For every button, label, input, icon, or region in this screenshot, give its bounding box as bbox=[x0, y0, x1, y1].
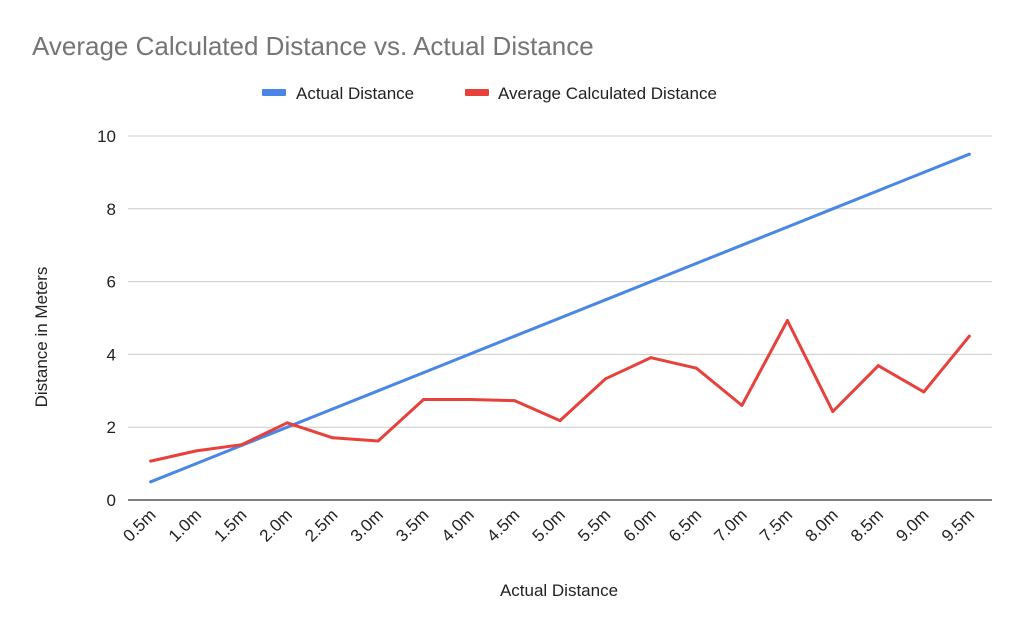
data-point bbox=[149, 480, 153, 484]
x-tick-label: 7.5m bbox=[756, 505, 796, 545]
x-tick-label: 2.5m bbox=[301, 505, 341, 545]
data-point bbox=[694, 366, 698, 370]
gridlines bbox=[128, 135, 992, 501]
data-point bbox=[740, 403, 744, 407]
y-tick-label: 8 bbox=[107, 200, 116, 219]
data-point bbox=[740, 243, 744, 247]
chart-title: Average Calculated Distance vs. Actual D… bbox=[32, 31, 594, 61]
data-point bbox=[785, 225, 789, 229]
y-tick-label: 4 bbox=[107, 345, 116, 364]
data-point bbox=[285, 425, 289, 429]
x-tick-label: 1.0m bbox=[165, 505, 205, 545]
data-point bbox=[831, 410, 835, 414]
x-tick-label: 6.5m bbox=[665, 505, 705, 545]
data-point bbox=[558, 316, 562, 320]
x-tick-label: 6.0m bbox=[620, 505, 660, 545]
data-point bbox=[422, 371, 426, 375]
data-point bbox=[603, 298, 607, 302]
data-point bbox=[285, 421, 289, 425]
x-tick-label: 2.0m bbox=[256, 505, 296, 545]
x-tick-label: 8.0m bbox=[802, 505, 842, 545]
y-tick-label: 0 bbox=[107, 491, 116, 510]
data-point bbox=[467, 352, 471, 356]
data-point bbox=[376, 439, 380, 443]
data-point bbox=[194, 449, 198, 453]
data-point bbox=[694, 261, 698, 265]
x-axis-ticks: 0.5m 1.0m 1.5m 2.0m 2.5m 3.0m 3.5m 4.0m 4.5m 5.0m… bbox=[119, 505, 978, 545]
x-axis-label: Actual Distance bbox=[500, 581, 618, 600]
y-axis-ticks: 0 2 4 6 8 10 bbox=[97, 127, 116, 510]
data-point bbox=[649, 280, 653, 284]
x-tick-label: 5.0m bbox=[529, 505, 569, 545]
data-point bbox=[331, 436, 335, 440]
data-point bbox=[603, 377, 607, 381]
x-tick-label: 1.5m bbox=[210, 505, 250, 545]
data-point bbox=[876, 364, 880, 368]
series-lines bbox=[149, 152, 971, 484]
data-point bbox=[785, 319, 789, 323]
data-point bbox=[922, 390, 926, 394]
x-tick-label: 9.0m bbox=[892, 505, 932, 545]
data-point bbox=[876, 189, 880, 193]
y-tick-label: 10 bbox=[97, 127, 116, 146]
y-axis-label: Distance in Meters bbox=[32, 267, 51, 408]
data-point bbox=[376, 389, 380, 393]
x-tick-label: 0.5m bbox=[119, 505, 159, 545]
legend-label-actual-distance: Actual Distance bbox=[296, 84, 414, 103]
data-point bbox=[240, 443, 244, 447]
data-point bbox=[967, 152, 971, 156]
y-tick-label: 6 bbox=[107, 273, 116, 292]
data-point bbox=[194, 462, 198, 466]
legend-swatch-average-calculated-distance bbox=[465, 89, 489, 96]
data-point bbox=[149, 459, 153, 463]
data-point bbox=[513, 334, 517, 338]
legend: Actual Distance Average Calculated Dista… bbox=[262, 84, 717, 103]
x-tick-label: 4.0m bbox=[438, 505, 478, 545]
data-point bbox=[558, 419, 562, 423]
data-point bbox=[467, 398, 471, 402]
data-point bbox=[922, 170, 926, 174]
x-tick-label: 7.0m bbox=[711, 505, 751, 545]
data-point bbox=[967, 334, 971, 338]
x-tick-label: 3.5m bbox=[392, 505, 432, 545]
legend-swatch-actual-distance bbox=[262, 89, 286, 96]
legend-label-average-calculated-distance: Average Calculated Distance bbox=[498, 84, 717, 103]
x-tick-label: 4.5m bbox=[483, 505, 523, 545]
data-point bbox=[513, 399, 517, 403]
x-tick-label: 9.5m bbox=[938, 505, 978, 545]
x-tick-label: 3.0m bbox=[347, 505, 387, 545]
x-tick-label: 8.5m bbox=[847, 505, 887, 545]
data-point bbox=[422, 398, 426, 402]
data-point bbox=[649, 356, 653, 360]
series-line-average-calculated-distance bbox=[149, 319, 971, 463]
y-tick-label: 2 bbox=[107, 418, 116, 437]
data-point bbox=[831, 207, 835, 211]
data-point bbox=[331, 407, 335, 411]
x-tick-label: 5.5m bbox=[574, 505, 614, 545]
